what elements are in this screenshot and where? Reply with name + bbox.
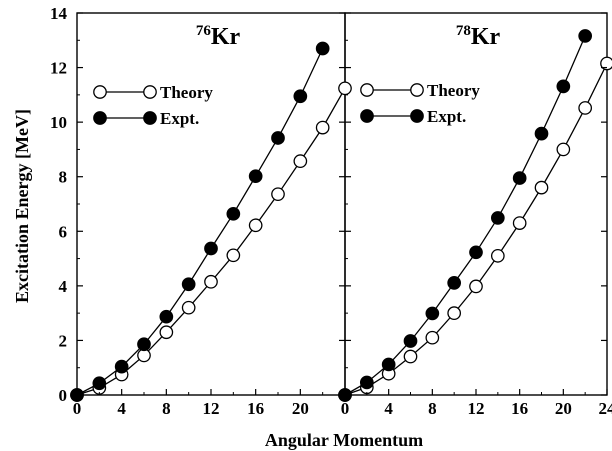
x-tick-label: 24	[599, 399, 612, 418]
data-point	[271, 187, 285, 202]
x-tick-label: 12	[203, 399, 220, 418]
panel-title-mass: 76	[196, 23, 212, 39]
data-point	[600, 56, 612, 71]
legend-label: Theory	[160, 83, 213, 102]
y-tick-label: 8	[59, 168, 68, 187]
panel-title-mass: 78	[456, 23, 471, 39]
data-point	[534, 126, 549, 141]
panel-frame-2	[344, 12, 608, 396]
data-point	[204, 274, 218, 289]
panel-frame-1	[76, 12, 346, 396]
series-layer	[70, 29, 612, 402]
x-tick-label: 0	[73, 399, 82, 418]
legend-layer: Theory Expt. Theory Expt.	[93, 81, 480, 128]
panel-title-1: 76Kr	[196, 23, 241, 50]
y-tick-label: 2	[59, 331, 68, 350]
y-tick-label: 4	[59, 277, 68, 296]
series-expt-panel-2	[338, 29, 593, 402]
x-tick-label: 20	[292, 399, 309, 418]
data-point	[425, 330, 440, 345]
data-point	[248, 169, 263, 184]
x-tick-label: 4	[117, 399, 126, 418]
x-tick-label: 16	[247, 399, 264, 418]
data-point	[359, 375, 374, 390]
legend-label: Theory	[427, 81, 480, 100]
legend-marker	[360, 109, 374, 123]
series-line	[344, 63, 608, 396]
panel-title-2: 78Kr	[456, 23, 501, 50]
data-point	[556, 142, 571, 157]
x-axis-label: Angular Momentum	[265, 430, 423, 450]
legend-marker	[410, 83, 424, 97]
data-point	[447, 306, 462, 320]
panel-titles: 76Kr 78Kr	[196, 23, 501, 50]
data-point	[490, 211, 505, 225]
legend-marker	[143, 111, 157, 125]
data-point	[137, 337, 151, 352]
data-point	[92, 376, 107, 391]
data-point	[469, 279, 483, 294]
x-tick-label: 16	[511, 399, 528, 418]
data-point	[293, 89, 308, 104]
legend-entry-expt: Expt.	[93, 109, 199, 128]
legend-label: Expt.	[160, 109, 199, 128]
data-point	[447, 276, 462, 290]
x-tick-label: 0	[341, 399, 350, 418]
data-point	[293, 154, 308, 169]
data-point	[556, 79, 571, 94]
data-point	[512, 216, 527, 230]
legend-marker	[360, 83, 374, 97]
x-tick-label: 20	[555, 399, 572, 418]
legend-marker	[410, 109, 424, 123]
legend-entry-theory: Theory	[93, 83, 213, 102]
y-tick-label: 14	[50, 4, 68, 23]
data-point	[204, 241, 218, 256]
data-point	[226, 248, 241, 263]
data-point	[159, 325, 174, 340]
panel-title-element: Kr	[211, 24, 241, 50]
data-point	[181, 300, 196, 315]
data-point	[425, 306, 440, 321]
legend-entry-expt: Expt.	[360, 107, 466, 126]
data-point	[114, 359, 129, 374]
data-point	[534, 180, 549, 195]
data-point	[159, 309, 174, 324]
data-point	[226, 206, 241, 221]
y-tick-label: 6	[59, 222, 68, 241]
legend-entry-theory: Theory	[360, 81, 480, 100]
data-point	[490, 248, 505, 263]
legend-marker	[93, 85, 107, 99]
data-point	[338, 81, 352, 96]
legend-marker	[93, 111, 107, 125]
data-point	[578, 29, 593, 43]
data-point	[181, 277, 196, 292]
y-tick-label: 0	[59, 386, 68, 405]
legend-marker	[143, 85, 157, 99]
x-tick-label: 12	[468, 399, 485, 418]
panel-title-element: Kr	[471, 24, 501, 50]
data-point	[578, 101, 593, 115]
y-tick-label: 10	[50, 113, 67, 132]
y-tick-label: 12	[50, 59, 67, 78]
data-point	[315, 120, 330, 135]
data-point	[403, 349, 418, 364]
data-point	[381, 357, 396, 372]
data-point	[271, 131, 285, 145]
data-point	[403, 334, 418, 348]
series-expt-panel-1	[70, 41, 330, 402]
panel-frames	[76, 12, 608, 396]
data-point	[248, 218, 263, 233]
x-tick-label: 4	[384, 399, 393, 418]
series-theory-panel-2	[338, 56, 612, 402]
x-tick-label: 8	[428, 399, 437, 418]
x-tick-label: 8	[162, 399, 171, 418]
data-point	[512, 171, 527, 185]
y-axis-label: Excitation Energy [MeV]	[12, 109, 32, 303]
data-point	[315, 41, 330, 56]
legend-label: Expt.	[427, 107, 466, 126]
data-point	[469, 245, 483, 260]
